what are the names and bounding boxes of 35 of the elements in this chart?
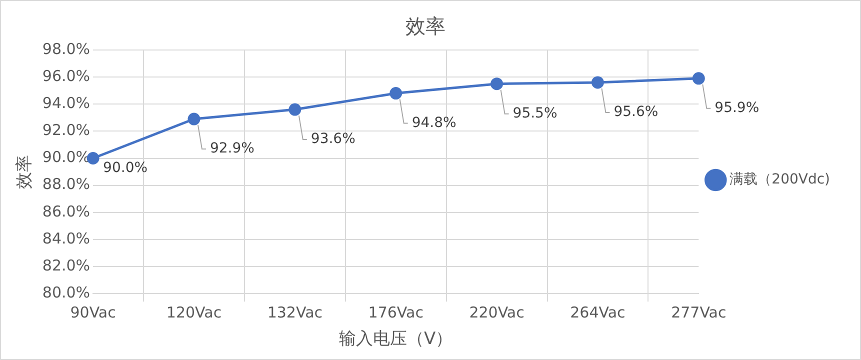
y-tick-label: 80.0% <box>42 283 90 302</box>
point <box>692 72 705 85</box>
y-tick-label: 98.0% <box>42 40 90 58</box>
data-label: 95.6% <box>614 104 658 120</box>
y-tick-label: 84.0% <box>42 229 90 248</box>
point <box>591 76 604 89</box>
y-tick-label: 88.0% <box>42 175 90 194</box>
point <box>188 112 200 126</box>
x-tick-label: 220Vac <box>469 303 524 322</box>
x-tick-label: 277Vac <box>671 303 726 322</box>
y-tick-label: 96.0% <box>42 66 90 85</box>
y-tick-label: 92.0% <box>42 121 90 140</box>
data-label: 95.5% <box>512 105 558 122</box>
x-tick-label: 120Vac <box>166 303 222 322</box>
data-label: 92.9% <box>210 140 254 157</box>
point <box>288 103 302 116</box>
data-label: 93.6% <box>310 131 356 148</box>
x-tick-label: 132Vac <box>267 303 323 322</box>
point <box>390 87 402 100</box>
x-tick-label: 176Vac <box>368 303 424 322</box>
x-axis-title: 输入电压（V） <box>339 329 453 350</box>
point <box>86 152 100 165</box>
data-label: 94.8% <box>412 114 456 131</box>
y-tick-label: 94.0% <box>42 94 90 112</box>
chart-title: 效率 <box>406 14 446 38</box>
legend-label: 满载（200Vdc) <box>730 172 830 188</box>
y-axis-title: 效率 <box>14 154 35 189</box>
y-tick-label: 90.0% <box>42 148 90 166</box>
data-label: 90.0% <box>103 160 148 176</box>
x-tick-label: 264Vac <box>570 303 626 322</box>
y-tick-label: 82.0% <box>42 256 90 274</box>
y-tick-label: 86.0% <box>42 202 90 220</box>
x-tick-label: 90Vac <box>70 303 116 322</box>
data-label: 95.9% <box>714 100 760 116</box>
point <box>490 78 504 90</box>
